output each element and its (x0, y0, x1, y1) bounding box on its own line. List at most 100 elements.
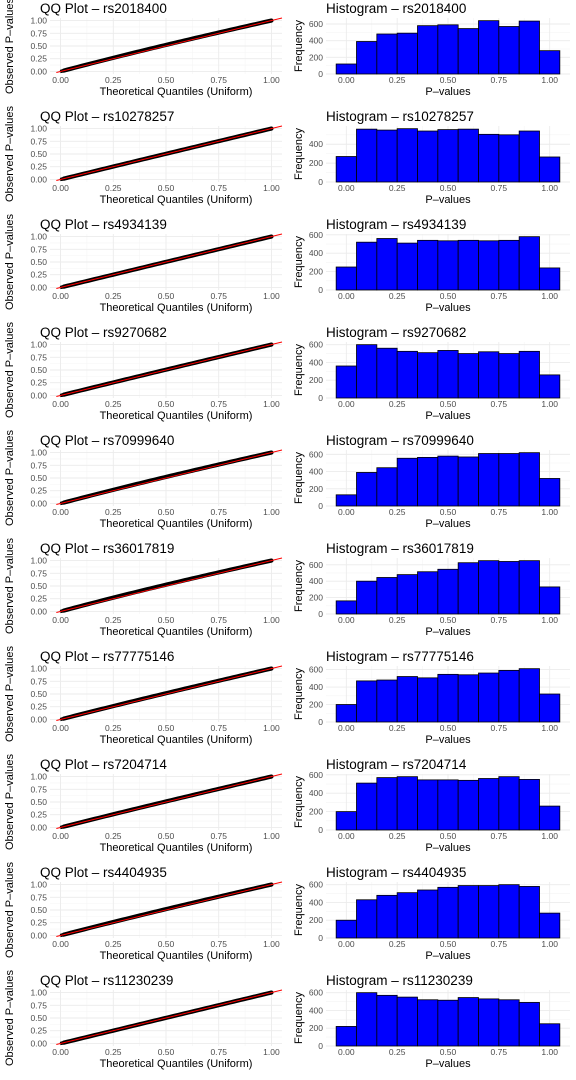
qq-x-axis-label: Theoretical Quantiles (Uniform) (100, 194, 253, 206)
hist-y-axis-label: Frequency (293, 884, 305, 936)
histogram-bar (356, 580, 378, 615)
qq-x-tick-label: 0.25 (105, 1047, 122, 1057)
histogram-bar (396, 574, 418, 615)
histogram-bar (478, 672, 500, 723)
histogram-bar (335, 365, 357, 399)
qq-x-tick-label: 0.75 (210, 75, 227, 85)
histogram-bar (376, 679, 398, 723)
hist-x-tick-label: 1.00 (541, 831, 558, 841)
hist-y-tick-label: 0 (318, 717, 323, 727)
histogram-bar (356, 128, 378, 183)
qq-title: QQ Plot – rs2018400 (40, 1, 167, 16)
hist-x-tick-label: 0.75 (491, 615, 508, 625)
qq-title: QQ Plot – rs7204714 (40, 757, 167, 772)
hist-title: Histogram – rs70999640 (326, 433, 474, 448)
histogram-bar (478, 453, 500, 507)
hist-y-tick-label: 400 (309, 36, 323, 46)
qq-x-axis-label: Theoretical Quantiles (Uniform) (100, 410, 253, 422)
qq-y-tick-label: 0.50 (30, 581, 47, 591)
qq-title: QQ Plot – rs70999640 (40, 433, 174, 448)
histogram: 0.00 0.25 0.50 0.75 1.00 0 200 400 600Histogram … (293, 649, 570, 746)
qq-y-tick-label: 0.25 (30, 918, 47, 928)
hist-x-axis-label: P–values (425, 950, 471, 962)
hist-x-tick-label: 0.00 (338, 615, 355, 625)
qq-y-tick-label: 0.75 (30, 136, 47, 146)
qq-y-tick-label: 1.00 (30, 664, 47, 674)
hist-x-axis-label: P–values (425, 302, 471, 314)
qq-x-tick-label: 0.75 (210, 183, 227, 193)
qq-y-tick-label: 0.00 (30, 66, 47, 76)
hist-y-tick-label: 400 (309, 576, 323, 586)
hist-y-tick-label: 200 (309, 593, 323, 603)
hist-title: Histogram – rs9270682 (326, 325, 466, 340)
histogram-bar (518, 668, 540, 723)
histogram-bar (539, 912, 561, 939)
qq-x-tick-label: 0.50 (158, 399, 175, 409)
hist-x-tick-label: 0.00 (338, 183, 355, 193)
qq-y-tick-label: 0.50 (30, 257, 47, 267)
hist-x-tick-label: 0.00 (338, 831, 355, 841)
histogram-bar (396, 892, 418, 939)
qq-x-tick-label: 0.75 (210, 615, 227, 625)
histogram-bar (356, 241, 378, 291)
histogram-bar (518, 1002, 540, 1047)
hist-x-tick-label: 0.50 (440, 507, 457, 517)
histogram-bar (457, 997, 479, 1047)
qq-x-tick-label: 0.25 (105, 723, 122, 733)
histogram-bar (457, 456, 479, 507)
hist-y-axis-label: Frequency (293, 668, 305, 720)
qq-x-tick-label: 0.25 (105, 291, 122, 301)
histogram-bar (376, 347, 398, 399)
hist-y-tick-label: 0 (318, 933, 323, 943)
hist-y-tick-label: 600 (309, 230, 323, 240)
hist-title: Histogram – rs4934139 (326, 217, 466, 232)
hist-title: Histogram – rs77775146 (326, 649, 474, 664)
hist-x-tick-label: 1.00 (541, 399, 558, 409)
qq-plot: 0.00 0.00 0.25 0.25 0.50 0.50 0.75 0.75 1.00 1.00… (4, 430, 283, 530)
hist-x-tick-label: 0.75 (491, 75, 508, 85)
hist-x-tick-label: 0.50 (440, 291, 457, 301)
qq-x-tick-label: 1.00 (263, 291, 280, 301)
hist-x-tick-label: 1.00 (541, 183, 558, 193)
chart-row-8: 0.00 0.00 0.25 0.25 0.50 0.50 0.75 0.75 1.00 1.00… (4, 754, 570, 854)
histogram-bar (417, 456, 439, 507)
hist-x-tick-label: 0.25 (389, 75, 406, 85)
qq-x-axis-label: Theoretical Quantiles (Uniform) (100, 302, 253, 314)
qq-x-tick-label: 0.25 (105, 939, 122, 949)
hist-y-tick-label: 400 (309, 139, 323, 149)
qq-x-tick-label: 1.00 (263, 723, 280, 733)
qq-y-tick-label: 0.00 (30, 1038, 47, 1048)
hist-x-tick-label: 1.00 (541, 75, 558, 85)
qq-y-tick-label: 1.00 (30, 988, 47, 998)
hist-y-tick-label: 400 (309, 248, 323, 258)
qq-y-axis-label: Observed P–values (4, 430, 16, 526)
histogram: 0.00 0.25 0.50 0.75 1.00 0 200 400 Histogram – r… (293, 109, 570, 206)
hist-x-tick-label: 1.00 (541, 1047, 558, 1057)
qq-x-tick-label: 1.00 (263, 615, 280, 625)
histogram: 0.00 0.25 0.50 0.75 1.00 0 200 400 600Histogram … (293, 541, 570, 638)
hist-x-tick-label: 0.00 (338, 723, 355, 733)
histogram-bar (539, 586, 561, 615)
histogram-bar (335, 494, 357, 507)
hist-x-tick-label: 0.75 (491, 399, 508, 409)
histogram-bar (457, 128, 479, 183)
hist-y-tick-label: 0 (318, 177, 323, 187)
histogram: 0.00 0.25 0.50 0.75 1.00 0 200 400 600Histogram … (293, 1, 570, 98)
hist-x-tick-label: 0.00 (338, 75, 355, 85)
histogram-bar (335, 156, 357, 183)
histogram-bar (478, 351, 500, 399)
histogram-bar (396, 776, 418, 831)
histogram-bar (437, 129, 459, 183)
histogram-bar (498, 353, 520, 399)
histogram-bar (417, 889, 439, 939)
histogram-bar (457, 779, 479, 831)
histogram-bar (376, 577, 398, 615)
qq-y-tick-label: 0.00 (30, 498, 47, 508)
qq-x-tick-label: 0.75 (210, 507, 227, 517)
qq-y-tick-label: 0.00 (30, 390, 47, 400)
qq-title: QQ Plot – rs4934139 (40, 217, 167, 232)
histogram-bar (437, 24, 459, 75)
histogram-bar (396, 996, 418, 1047)
chart-row-6: 0.00 0.00 0.25 0.25 0.50 0.50 0.75 0.75 1.00 1.00… (4, 538, 570, 638)
hist-title: Histogram – rs2018400 (326, 1, 466, 16)
